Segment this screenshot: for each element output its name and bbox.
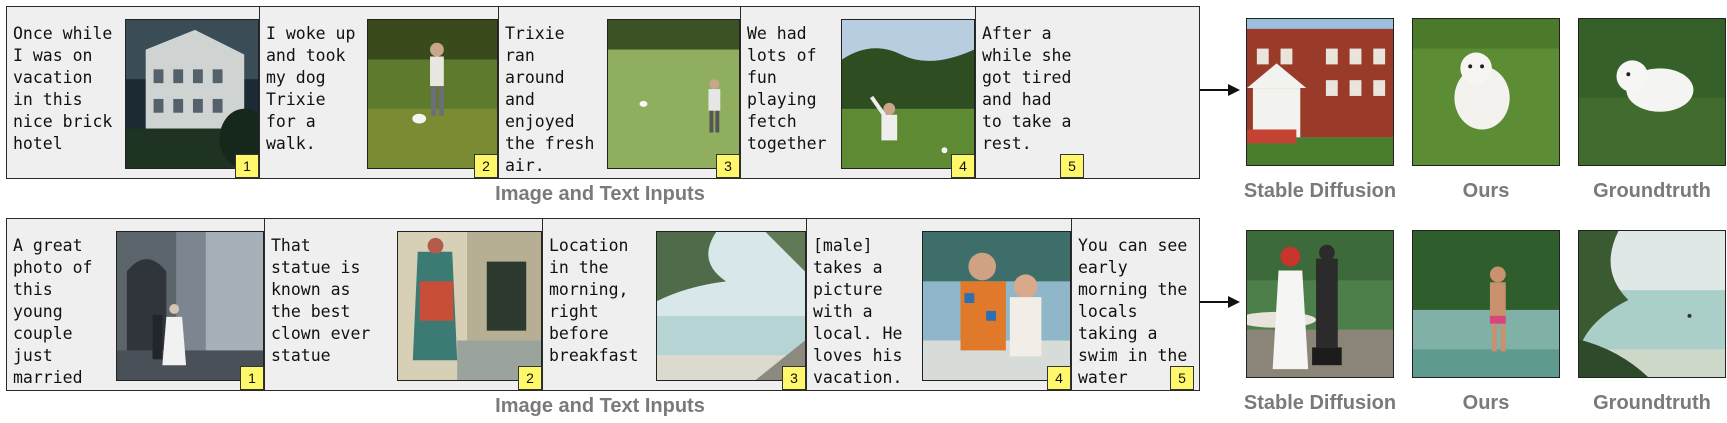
story-panel-4: We had lots of fun playing fetch togethe… — [741, 7, 975, 178]
panel-number-badge: 4 — [1047, 366, 1071, 390]
panel-text: Once while I was on vacation in this nic… — [13, 24, 113, 153]
wedding-couple-photo — [116, 231, 264, 381]
panel-divider — [264, 218, 265, 391]
panel-text: Location in the morning, right before br… — [549, 236, 639, 365]
man-walking-dog-photo — [367, 19, 498, 169]
man-on-lawn-photo — [607, 19, 740, 169]
panel-number-badge: 1 — [235, 154, 259, 178]
inputs-caption: Image and Text Inputs — [495, 183, 705, 205]
clown-statue-photo — [397, 231, 542, 381]
panel-text: I woke up and took my dog Trixie for a w… — [266, 24, 356, 153]
story-panel-3: Location in the morning, right before br… — [543, 219, 806, 390]
story-strip-1: Once while I was on vacation in this nic… — [6, 6, 1200, 179]
panel-number-badge: 2 — [474, 154, 498, 178]
beach-swimmers-photo — [1578, 230, 1726, 378]
output-label-ours: Ours — [1462, 180, 1510, 202]
man-throwing-ball-photo — [841, 19, 975, 169]
panel-number-badge: 5 — [1170, 366, 1194, 390]
panel-divider — [259, 6, 260, 179]
man-swimming-generated — [1412, 230, 1560, 378]
brick-hotel-generated — [1246, 18, 1394, 166]
output-label-groundtruth: Groundtruth — [1593, 180, 1711, 202]
hotel-building-photo — [125, 19, 259, 169]
story-panel-4: [male] takes a picture with a local. He … — [807, 219, 1071, 390]
story-strip-2: A great photo of this young couple just … — [6, 218, 1200, 391]
panel-number-badge: 5 — [1060, 154, 1084, 178]
output-label-stable-diffusion: Stable Diffusion — [1243, 392, 1397, 414]
man-with-local-photo — [922, 231, 1071, 381]
panel-text: A great photo of this young couple just … — [13, 236, 93, 387]
output-label-groundtruth: Groundtruth — [1593, 392, 1711, 414]
story-panel-5: You can see early morning the locals tak… — [1072, 219, 1199, 390]
story-panel-5: After a while she got tired and had to t… — [976, 7, 1199, 178]
arrow-right-icon — [1200, 84, 1240, 96]
story-panel-3: Trixie ran around and enjoyed the fresh … — [499, 7, 740, 178]
arrow-right-icon — [1200, 296, 1240, 308]
panel-number-badge: 2 — [518, 366, 542, 390]
panel-text: That statue is known as the best clown e… — [271, 236, 371, 365]
white-dog-running-generated — [1412, 18, 1560, 166]
panel-divider — [740, 6, 741, 179]
output-label-ours: Ours — [1462, 392, 1510, 414]
story-panel-1: Once while I was on vacation in this nic… — [7, 7, 259, 178]
story-panel-2: That statue is known as the best clown e… — [265, 219, 542, 390]
output-label-stable-diffusion: Stable Diffusion — [1243, 180, 1397, 202]
panel-number-badge: 3 — [716, 154, 740, 178]
panel-divider — [542, 218, 543, 391]
panel-text: After a while she got tired and had to t… — [982, 24, 1072, 153]
panel-text: We had lots of fun playing fetch togethe… — [747, 24, 827, 153]
panel-text: Trixie ran around and enjoyed the fresh … — [505, 24, 595, 175]
panel-text: [male] takes a picture with a local. He … — [813, 236, 903, 387]
panel-number-badge: 4 — [951, 154, 975, 178]
panel-divider — [806, 218, 807, 391]
story-panel-2: I woke up and took my dog Trixie for a w… — [260, 7, 498, 178]
inputs-caption: Image and Text Inputs — [495, 395, 705, 417]
story-panel-1: A great photo of this young couple just … — [7, 219, 264, 390]
beach-morning-photo — [656, 231, 806, 381]
panel-number-badge: 3 — [782, 366, 806, 390]
panel-divider — [498, 6, 499, 179]
white-dog-resting-photo — [1578, 18, 1726, 166]
couple-with-statue-generated — [1246, 230, 1394, 378]
panel-divider — [1071, 218, 1072, 391]
panel-text: You can see early morning the locals tak… — [1078, 236, 1188, 387]
panel-divider — [975, 6, 976, 179]
panel-number-badge: 1 — [240, 366, 264, 390]
